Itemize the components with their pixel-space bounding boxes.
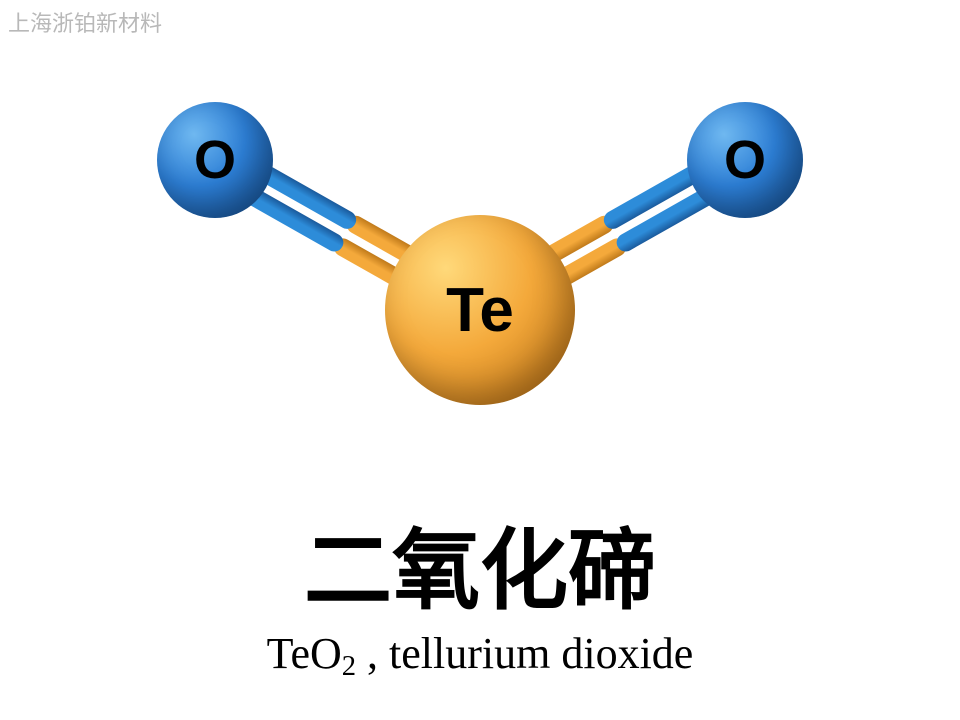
oxygen-atom-left: O [157, 102, 273, 218]
atom-label: Te [446, 275, 514, 346]
formula-base: TeO [267, 629, 342, 678]
oxygen-atom-right: O [687, 102, 803, 218]
formula-subscript: 2 [342, 651, 356, 682]
diagram-stage: 上海浙铂新材料 O O Te 二氧化碲 TeO2 , tellurium dio… [0, 0, 960, 720]
compound-subtitle: TeO2 , tellurium dioxide [0, 628, 960, 683]
compound-name-en: tellurium dioxide [389, 629, 693, 678]
atom-label: O [194, 129, 236, 191]
separator: , [356, 629, 389, 678]
compound-name-cn: 二氧化碲 [0, 500, 960, 627]
tellurium-atom: Te [385, 215, 575, 405]
watermark-text: 上海浙铂新材料 [8, 6, 162, 38]
atom-label: O [724, 129, 766, 191]
